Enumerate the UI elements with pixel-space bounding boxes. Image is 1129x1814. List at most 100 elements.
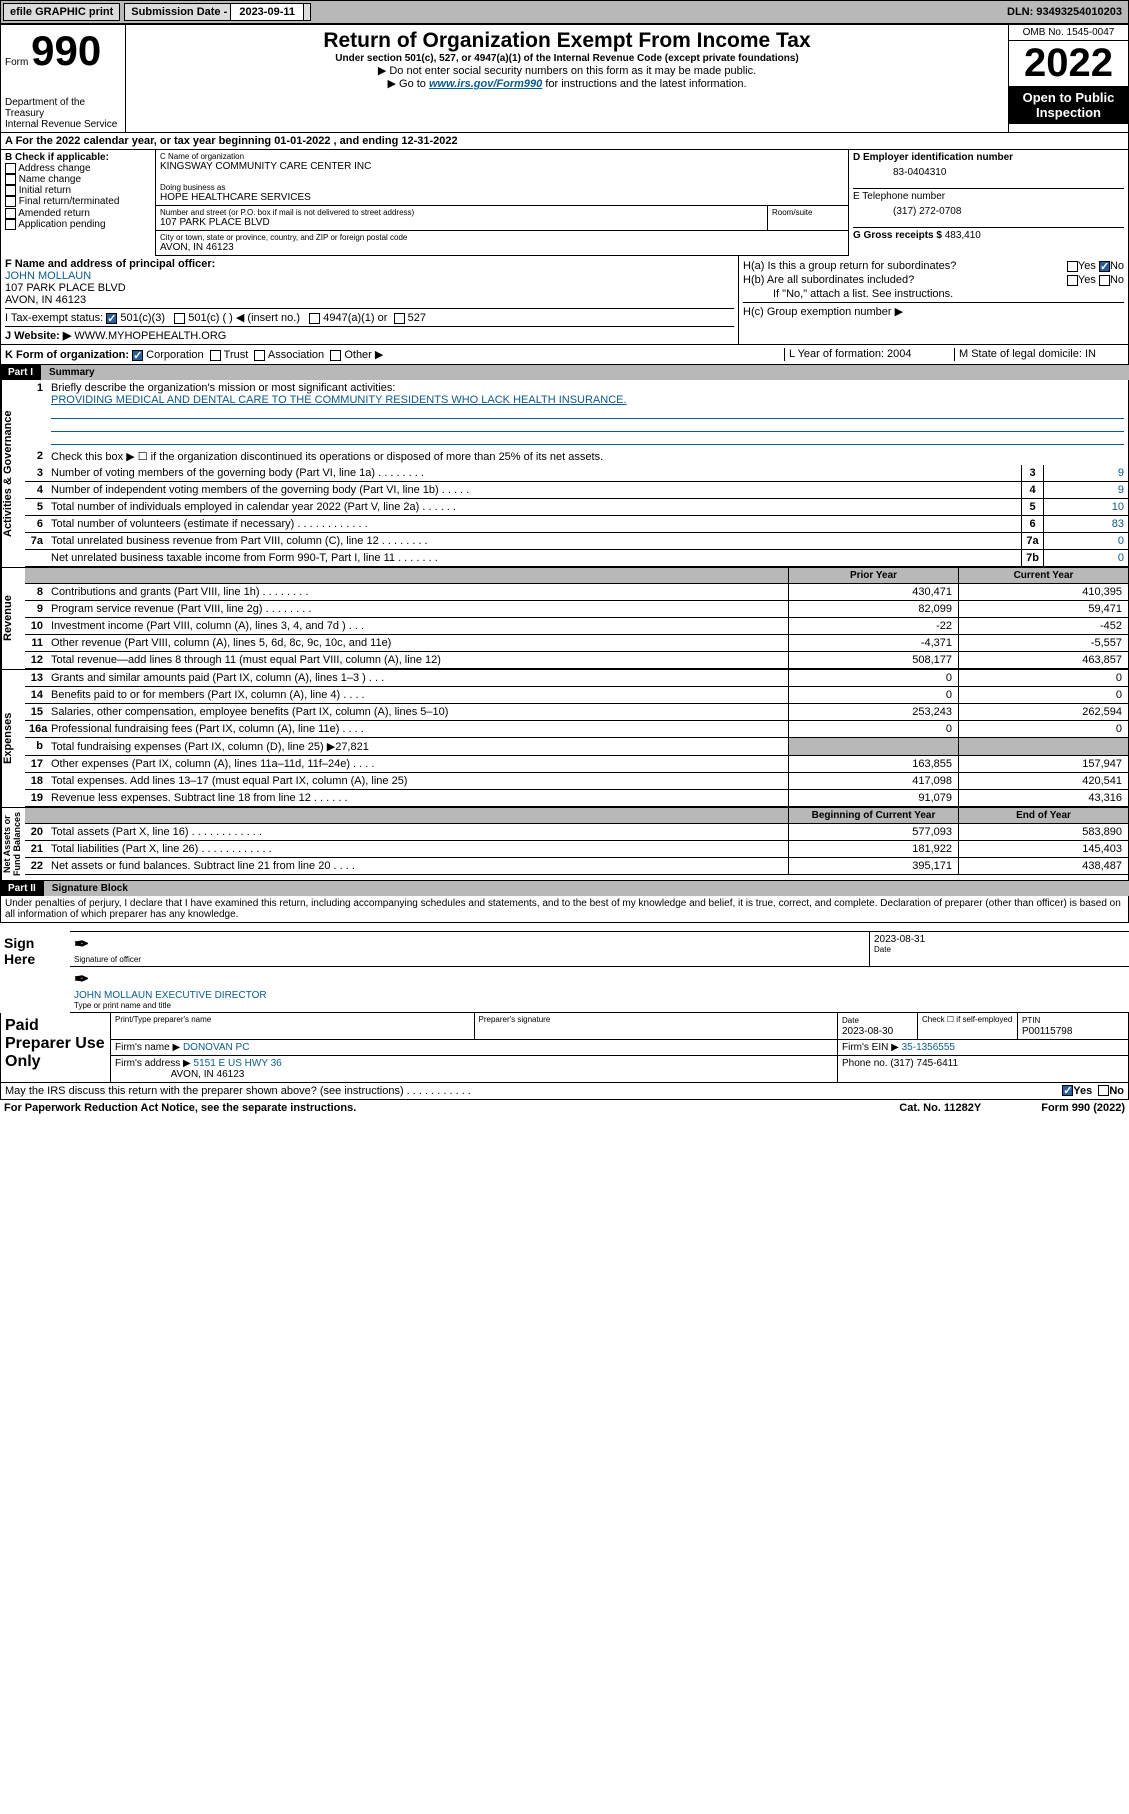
- room-label: Room/suite: [772, 208, 844, 217]
- footer-left: For Paperwork Reduction Act Notice, see …: [4, 1102, 356, 1114]
- penalty-statement: Under penalties of perjury, I declare th…: [0, 896, 1129, 923]
- firm-name: DONOVAN PC: [183, 1042, 250, 1053]
- fij-left: F Name and address of principal officer:…: [1, 256, 738, 344]
- may-no: No: [1109, 1085, 1124, 1097]
- tel-label: E Telephone number: [853, 191, 945, 202]
- hc-row: H(c) Group exemption number ▶: [743, 302, 1124, 318]
- website-value: WWW.MYHOPEHEALTH.ORG: [74, 330, 226, 342]
- prep-title: Paid Preparer Use Only: [1, 1013, 111, 1082]
- street-value: 107 PARK PLACE BLVD: [160, 217, 763, 228]
- part-ii-header: Part II Signature Block: [0, 881, 1129, 896]
- b-header: B Check if applicable:: [5, 152, 109, 163]
- street-label: Number and street (or P.O. box if mail i…: [160, 208, 763, 217]
- cb-application-pending[interactable]: Application pending: [5, 219, 151, 230]
- gov-line-7a: 7aTotal unrelated business revenue from …: [25, 533, 1128, 550]
- firm-addr2: AVON, IN 46123: [171, 1069, 245, 1080]
- dba-name: HOPE HEALTHCARE SERVICES: [160, 192, 844, 203]
- net-line-21: 21Total liabilities (Part X, line 26) . …: [25, 841, 1128, 858]
- note-link: ▶ Go to www.irs.gov/Form990 for instruct…: [130, 77, 1004, 90]
- j-label: J Website: ▶: [5, 330, 71, 342]
- 4947-label: 4947(a)(1) or: [323, 312, 387, 324]
- h-right: H(a) Is this a group return for subordin…: [738, 256, 1128, 344]
- cb-trust[interactable]: [210, 350, 221, 361]
- prep-h1: Print/Type preparer's name: [111, 1013, 475, 1039]
- cb-corp[interactable]: ✓: [132, 350, 143, 361]
- cb-ha-yes[interactable]: [1067, 261, 1078, 272]
- cb-address-change[interactable]: Address change: [5, 163, 151, 174]
- rev-line-8: 8Contributions and grants (Part VIII, li…: [25, 584, 1128, 601]
- firm-addr1: 5151 E US HWY 36: [194, 1058, 282, 1069]
- officer-addr2: AVON, IN 46123: [5, 294, 734, 306]
- hc-text: H(c) Group exemption number ▶: [743, 306, 903, 318]
- row-j: J Website: ▶ WWW.MYHOPEHEALTH.ORG: [5, 326, 734, 342]
- prep-right: Print/Type preparer's name Preparer's si…: [111, 1013, 1128, 1082]
- part-ii-tag: Part II: [0, 881, 44, 896]
- 527-label: 527: [408, 312, 426, 324]
- f-label: F Name and address of principal officer:: [5, 258, 215, 270]
- exp-line-19: 19Revenue less expenses. Subtract line 1…: [25, 790, 1128, 807]
- paid-preparer-block: Paid Preparer Use Only Print/Type prepar…: [0, 1013, 1129, 1083]
- cb-ha-no[interactable]: ✓: [1099, 261, 1110, 272]
- officer-addr1: 107 PARK PLACE BLVD: [5, 282, 734, 294]
- assoc-label: Association: [268, 349, 324, 361]
- may-question: May the IRS discuss this return with the…: [5, 1085, 1062, 1097]
- l-year-formation: L Year of formation: 2004: [784, 348, 954, 361]
- dba-label: Doing business as: [160, 183, 844, 192]
- cb-527[interactable]: [394, 313, 405, 324]
- k-label: K Form of organization:: [5, 349, 129, 361]
- vtab-rev: Revenue: [1, 568, 25, 669]
- klm-row: K Form of organization: ✓ Corporation Tr…: [0, 345, 1129, 365]
- officer-typed: JOHN MOLLAUN EXECUTIVE DIRECTOR: [74, 990, 1125, 1001]
- summary-net: Net Assets or Fund Balances Beginning of…: [0, 808, 1129, 881]
- cb-4947[interactable]: [309, 313, 320, 324]
- department: Department of the Treasury Internal Reve…: [5, 97, 121, 130]
- exp-line-15: 15Salaries, other compensation, employee…: [25, 704, 1128, 721]
- cb-may-no[interactable]: [1098, 1085, 1109, 1096]
- cb-hb-no[interactable]: [1099, 275, 1110, 286]
- irs-link[interactable]: www.irs.gov/Form990: [429, 78, 542, 90]
- prep-h4: Check ☐ if self-employed: [918, 1013, 1018, 1039]
- footer: For Paperwork Reduction Act Notice, see …: [0, 1100, 1129, 1116]
- cb-hb-yes[interactable]: [1067, 275, 1078, 286]
- omb-number: OMB No. 1545-0047: [1009, 25, 1128, 41]
- rev-col-hdr: Prior Year Current Year: [25, 568, 1128, 584]
- cb-501c[interactable]: [174, 313, 185, 324]
- summary-gov: Activities & Governance 1 Briefly descri…: [0, 380, 1129, 568]
- part-i-title: Summary: [41, 365, 1129, 380]
- firm-label: Firm's name ▶: [115, 1042, 180, 1053]
- line-2: 2Check this box ▶ ☐ if the organization …: [25, 448, 1128, 465]
- gov-line-5: 5Total number of individuals employed in…: [25, 499, 1128, 516]
- cb-initial-return[interactable]: Initial return: [5, 185, 151, 196]
- gov-line-3: 3Number of voting members of the governi…: [25, 465, 1128, 482]
- room-suite: Room/suite: [768, 206, 848, 230]
- title-column: Return of Organization Exempt From Incom…: [126, 25, 1008, 132]
- cb-other[interactable]: [330, 350, 341, 361]
- sig-date: 2023-08-31: [874, 934, 1125, 945]
- form-number: 990: [31, 27, 101, 74]
- rev-body: Prior Year Current Year 8Contributions a…: [25, 568, 1128, 669]
- cb-name-change[interactable]: Name change: [5, 174, 151, 185]
- sig-date-label: Date: [874, 945, 1125, 954]
- cb-may-yes[interactable]: ✓: [1062, 1085, 1073, 1096]
- efile-button[interactable]: efile GRAPHIC print: [3, 3, 120, 21]
- gov-line-4: 4Number of independent voting members of…: [25, 482, 1128, 499]
- cb-amended-return[interactable]: Amended return: [5, 208, 151, 219]
- hb-yes: Yes: [1078, 274, 1096, 286]
- prep-h5: PTIN: [1022, 1016, 1040, 1025]
- cb-501c3[interactable]: ✓: [106, 313, 117, 324]
- cb-final-return[interactable]: Final return/terminated: [5, 196, 151, 207]
- hb-row: H(b) Are all subordinates included? Yes …: [743, 274, 1124, 286]
- cb-assoc[interactable]: [254, 350, 265, 361]
- prep-ptin: P00115798: [1022, 1026, 1072, 1037]
- prep-h2: Preparer's signature: [475, 1013, 839, 1039]
- firm-ein-label: Firm's EIN ▶: [842, 1042, 899, 1053]
- row-i: I Tax-exempt status: ✓ 501(c)(3) 501(c) …: [5, 308, 734, 324]
- firm-addr-label: Firm's address ▶: [115, 1058, 191, 1069]
- vtab-net: Net Assets or Fund Balances: [1, 808, 25, 880]
- note-ssn: ▶ Do not enter social security numbers o…: [130, 64, 1004, 77]
- ein-value: 83-0404310: [893, 167, 1124, 178]
- part-i-tag: Part I: [0, 365, 41, 380]
- form-title: Return of Organization Exempt From Incom…: [130, 29, 1004, 53]
- ha-row: H(a) Is this a group return for subordin…: [743, 260, 1124, 272]
- rev-line-9: 9Program service revenue (Part VIII, lin…: [25, 601, 1128, 618]
